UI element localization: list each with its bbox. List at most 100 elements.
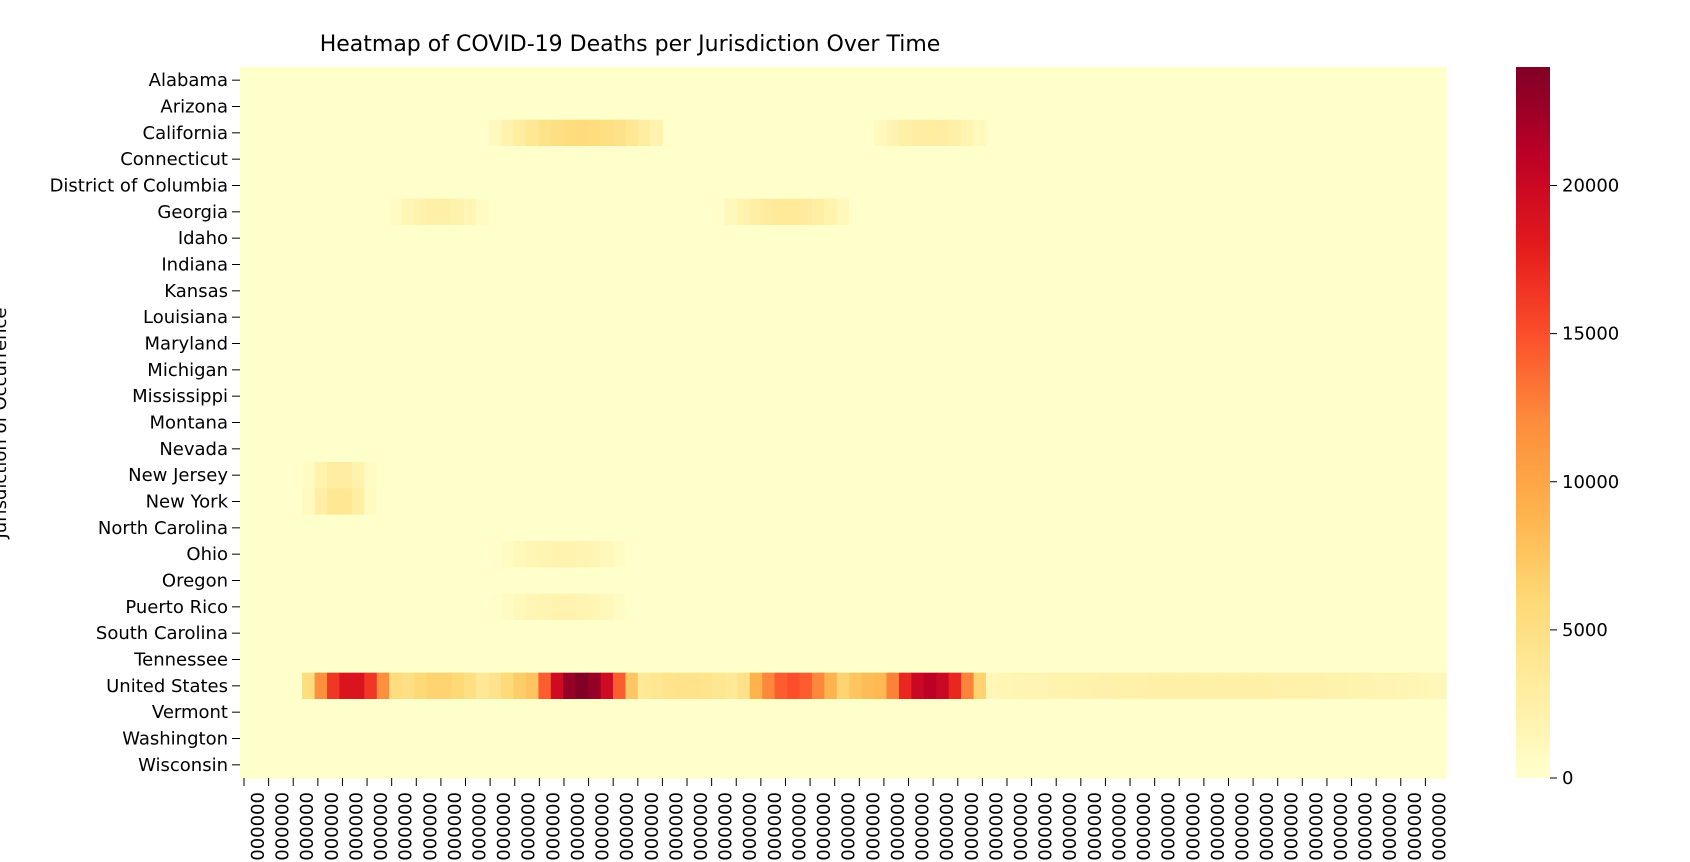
heatmap-cell (501, 567, 515, 595)
heatmap-cell (675, 620, 689, 647)
heatmap-cell (339, 119, 353, 147)
heatmap-cell (1073, 67, 1087, 94)
heatmap-cell (1197, 409, 1211, 437)
heatmap-cell (1334, 751, 1348, 779)
heatmap-cell (1358, 277, 1372, 305)
heatmap-cell (612, 567, 627, 595)
heatmap-cell (302, 67, 316, 94)
heatmap-cell (314, 488, 328, 516)
heatmap-cell (451, 198, 465, 226)
heatmap-cell (1296, 356, 1310, 384)
heatmap-cell (762, 699, 776, 726)
heatmap-cell (898, 172, 912, 200)
heatmap-cell (513, 225, 527, 252)
heatmap-cell (1234, 277, 1248, 305)
heatmap-cell (252, 514, 266, 542)
heatmap-cell (799, 383, 813, 410)
heatmap-cell (1234, 646, 1248, 674)
heatmap-cell (612, 198, 627, 226)
heatmap-cell (588, 225, 602, 252)
heatmap-cell (998, 119, 1012, 147)
heatmap-cell (277, 725, 291, 753)
heatmap-cell (1321, 172, 1335, 200)
heatmap-cell (426, 725, 440, 753)
heatmap-cell (923, 356, 937, 384)
heatmap-cell (625, 225, 639, 252)
x-tick-label: 000000 (344, 792, 365, 861)
heatmap-cell (575, 304, 589, 331)
heatmap-cell (1346, 699, 1360, 726)
heatmap-cell (700, 304, 714, 331)
heatmap-cell (488, 356, 502, 384)
heatmap-cell (973, 646, 987, 674)
heatmap-cell (1023, 251, 1037, 279)
heatmap-cell (1184, 277, 1198, 305)
heatmap-cell (1085, 251, 1099, 279)
heatmap-cell (1085, 356, 1099, 384)
heatmap-cell (1346, 383, 1360, 410)
heatmap-cell (302, 593, 316, 621)
heatmap-cell (662, 119, 676, 147)
heatmap-cell (289, 646, 303, 674)
heatmap-cell (1048, 277, 1062, 305)
heatmap-cell (1135, 198, 1149, 226)
heatmap-cell (923, 225, 937, 252)
heatmap-cell (1023, 330, 1037, 358)
heatmap-cell (426, 672, 440, 700)
heatmap-cell (985, 304, 1000, 331)
heatmap-cell (1035, 541, 1049, 568)
heatmap-cell (1097, 514, 1111, 542)
heatmap-cell (1271, 146, 1285, 173)
heatmap-cell (1060, 409, 1074, 437)
heatmap-cell (675, 146, 689, 173)
heatmap-cell (787, 119, 801, 147)
heatmap-cell (1048, 567, 1062, 595)
heatmap-cell (625, 514, 639, 542)
heatmap-cell (302, 251, 316, 279)
heatmap-cell (351, 119, 365, 147)
heatmap-cell (1197, 462, 1211, 489)
heatmap-cell (650, 488, 664, 516)
heatmap-cell (314, 93, 328, 121)
heatmap-cell (1172, 330, 1186, 358)
heatmap-cell (1048, 620, 1062, 647)
heatmap-cell (1172, 672, 1186, 700)
heatmap-cell (700, 409, 714, 437)
heatmap-cell (240, 725, 254, 753)
heatmap-cell (898, 409, 912, 437)
heatmap-cell (414, 567, 428, 595)
heatmap-cell (923, 541, 937, 568)
heatmap-cell (1309, 146, 1323, 173)
heatmap-cell (1010, 146, 1024, 173)
heatmap-cell (1371, 198, 1385, 226)
heatmap-cell (936, 514, 950, 542)
row-label: District of Columbia (50, 176, 228, 197)
heatmap-cell (1408, 725, 1422, 753)
heatmap-cell (799, 435, 813, 463)
heatmap-cell (1147, 699, 1161, 726)
x-tick-label: 000000 (443, 792, 464, 861)
heatmap-cell (426, 514, 440, 542)
heatmap-cell (327, 620, 341, 647)
heatmap-cell (886, 146, 900, 173)
heatmap-cell (861, 225, 875, 252)
heatmap-cell (588, 119, 602, 147)
heatmap-cell (401, 462, 415, 489)
heatmap-cell (749, 383, 763, 410)
heatmap-cell (973, 409, 987, 437)
heatmap-cell (1296, 435, 1310, 463)
heatmap-cell (1408, 198, 1422, 226)
heatmap-cell (948, 751, 962, 779)
heatmap-cell (476, 225, 490, 252)
heatmap-cell (327, 646, 341, 674)
heatmap-cell (426, 567, 440, 595)
heatmap-cell (650, 462, 664, 489)
heatmap-cell (314, 567, 328, 595)
heatmap-cell (923, 567, 937, 595)
heatmap-cell (488, 172, 502, 200)
heatmap-cell (799, 646, 813, 674)
heatmap-cell (1321, 593, 1335, 621)
heatmap-cell (612, 383, 627, 410)
heatmap-cell (525, 304, 539, 331)
heatmap-cell (1160, 514, 1174, 542)
